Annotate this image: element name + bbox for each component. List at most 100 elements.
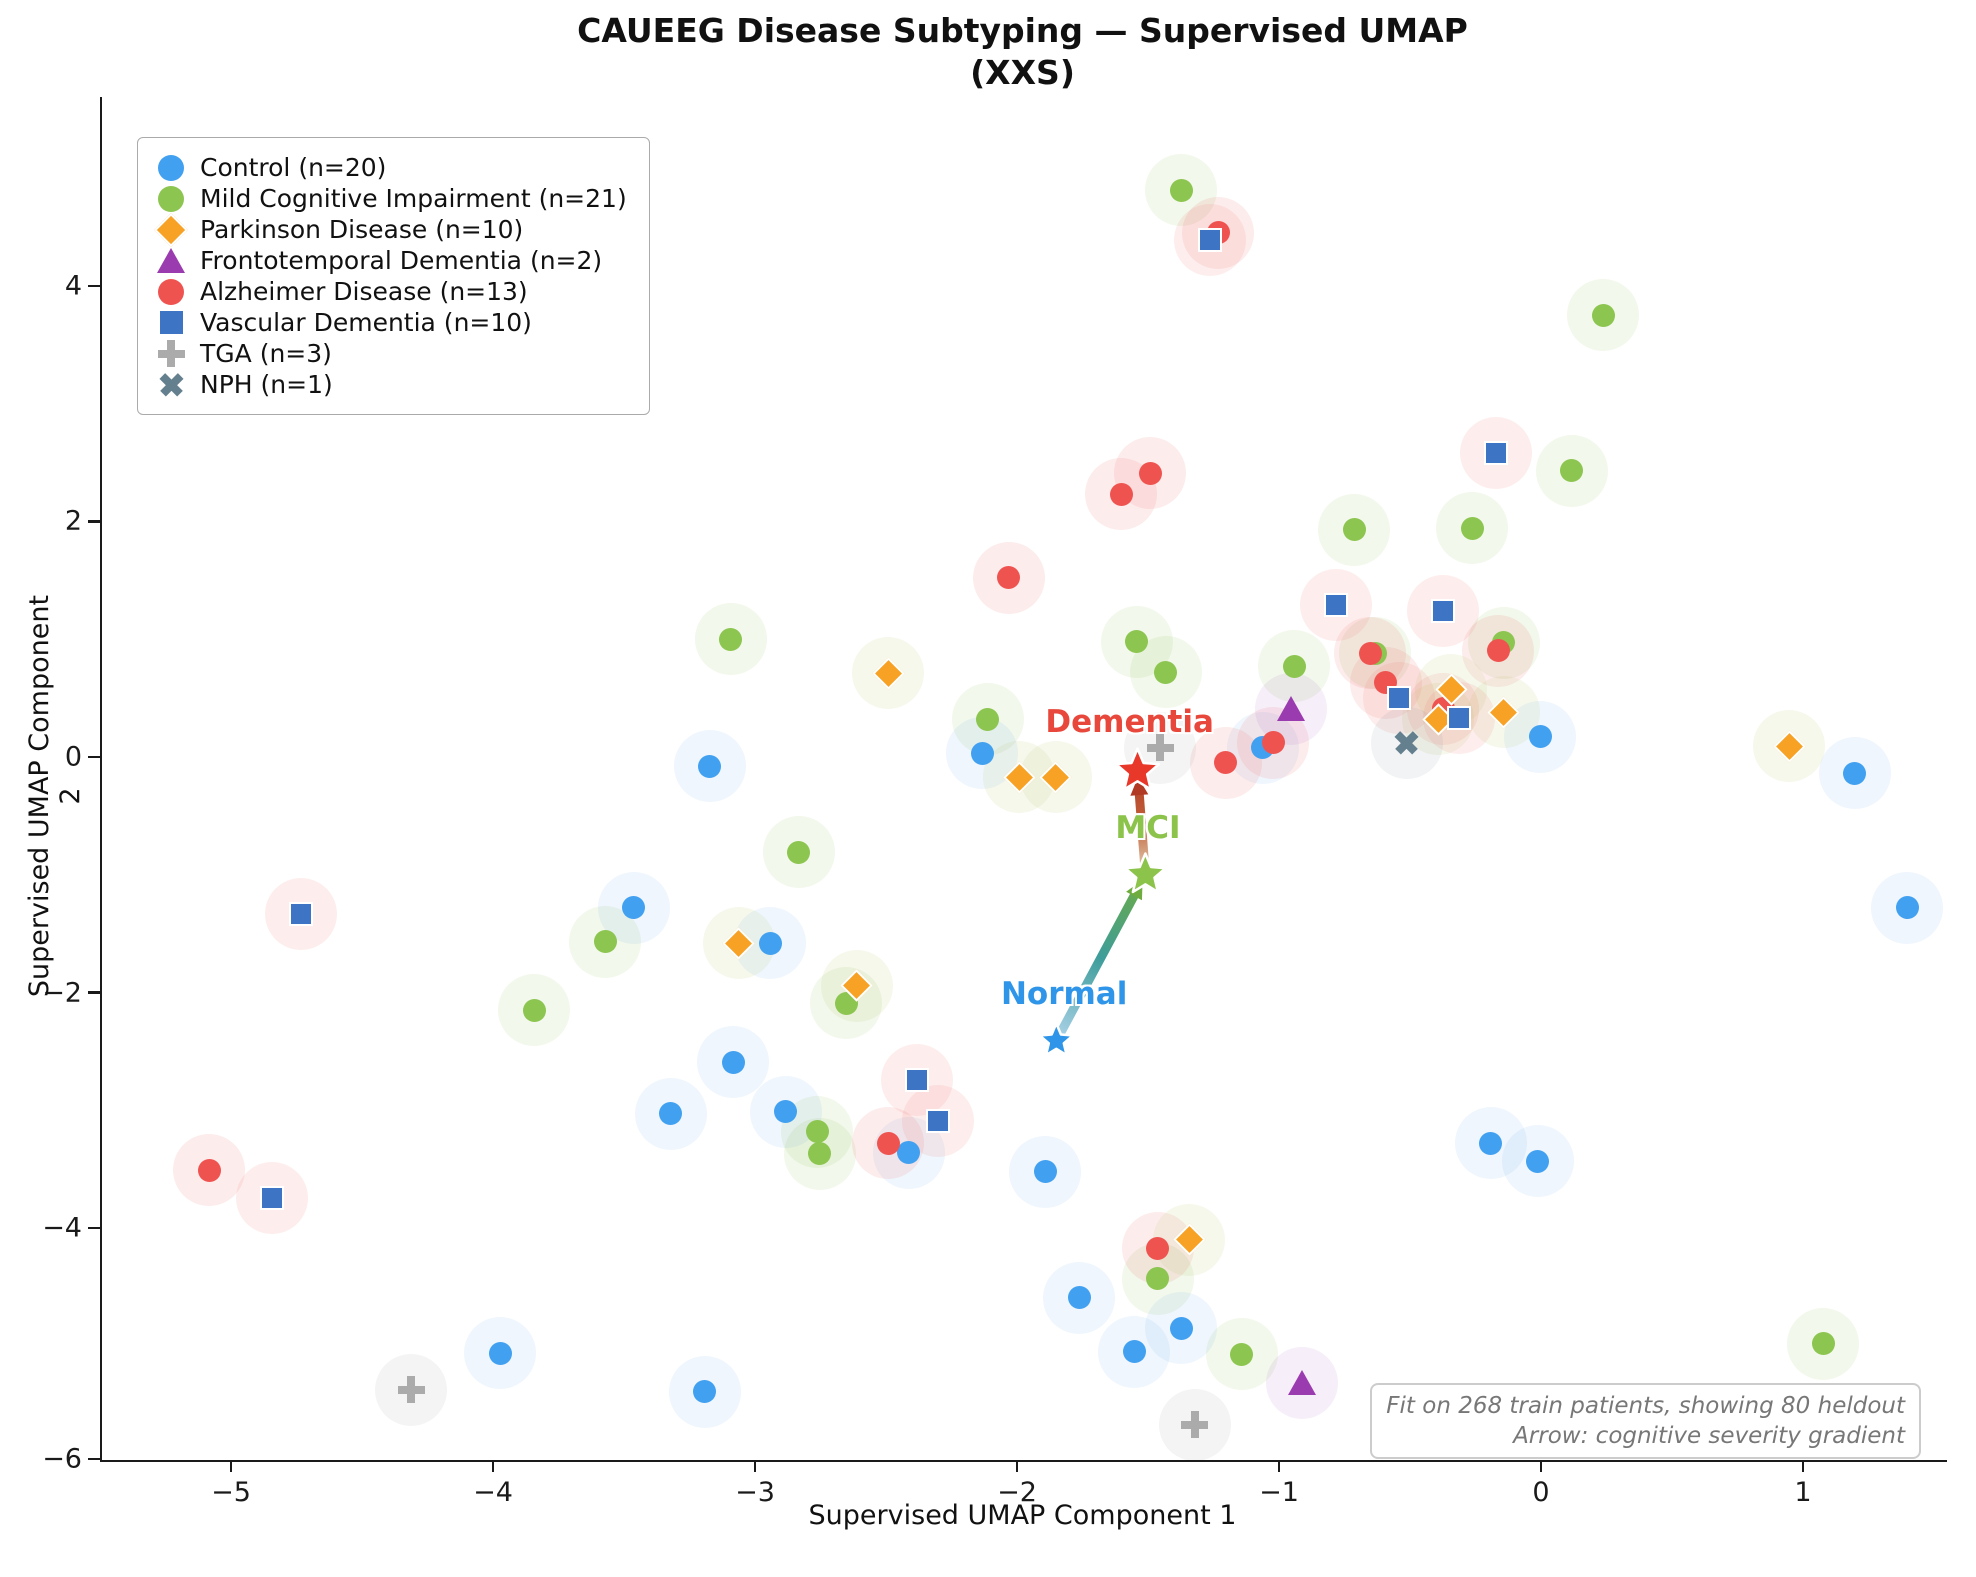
data-point-parkinson-disease	[722, 926, 755, 960]
y-tick-mark	[88, 1457, 100, 1461]
chart-title-line2: (XXS)	[970, 53, 1075, 92]
data-point-parkinson-disease	[1039, 760, 1072, 794]
data-point-alzheimer-disease	[197, 1158, 221, 1182]
y-tick-label: −6	[42, 1443, 82, 1475]
x-tick-mark	[753, 1460, 757, 1472]
annotation-label-mci: MCI	[1115, 809, 1181, 846]
y-tick-label: 0	[64, 741, 82, 773]
data-point-control	[758, 931, 782, 955]
data-point-control	[488, 1341, 512, 1365]
circle-icon	[154, 185, 188, 213]
data-point-control	[897, 1141, 921, 1165]
data-point-mild-cognitive-impairment	[1169, 178, 1193, 202]
data-point-parkinson-disease	[1002, 760, 1036, 794]
legend: Control (n=20) Mild Cognitive Impairment …	[137, 137, 650, 415]
data-point-vascular-dementia	[1324, 593, 1349, 618]
data-point-vascular-dementia	[289, 901, 314, 926]
y-tick-mark	[88, 1226, 100, 1230]
data-point-vascular-dementia	[904, 1067, 929, 1092]
triangle-icon	[154, 247, 188, 275]
data-point-mild-cognitive-impairment	[593, 930, 617, 954]
data-point-control	[1067, 1286, 1091, 1310]
data-point-mild-cognitive-impairment	[808, 1142, 832, 1166]
data-point-mild-cognitive-impairment	[1342, 518, 1366, 542]
data-point-vascular-dementia	[1198, 227, 1223, 252]
x-tick-mark	[1277, 1460, 1281, 1472]
data-point-control	[698, 754, 722, 778]
data-point-control	[1169, 1316, 1193, 1340]
x-tick-mark	[229, 1460, 233, 1472]
data-point-control	[774, 1100, 798, 1124]
data-point-mild-cognitive-impairment	[1230, 1342, 1254, 1366]
circle-icon	[154, 154, 188, 182]
data-point-control	[1526, 1149, 1550, 1173]
data-point-mild-cognitive-impairment	[1560, 459, 1584, 483]
data-point-control	[622, 896, 646, 920]
x-tick-mark	[1801, 1460, 1805, 1472]
data-point-control	[1528, 725, 1552, 749]
x-tick-label: 1	[1794, 1477, 1812, 1508]
data-point-vascular-dementia	[1447, 706, 1472, 731]
data-point-alzheimer-disease	[1486, 639, 1510, 663]
caption-line2: Arrow: cognitive severity gradient	[1513, 1423, 1905, 1449]
data-point-mild-cognitive-impairment	[1146, 1267, 1170, 1291]
data-point-alzheimer-disease	[1109, 482, 1133, 506]
x-tick-mark	[491, 1460, 495, 1472]
data-point-vascular-dementia	[1431, 598, 1456, 623]
data-point-parkinson-disease	[1773, 730, 1806, 763]
data-point-alzheimer-disease	[1214, 751, 1238, 775]
data-point-alzheimer-disease	[1358, 641, 1382, 665]
data-point-control	[1479, 1131, 1503, 1155]
data-point-mild-cognitive-impairment	[805, 1120, 829, 1144]
data-point-frontotemporal-dementia	[1277, 696, 1306, 722]
square-icon	[154, 309, 188, 337]
legend-label: Parkinson Disease (n=10)	[200, 215, 524, 244]
points-layer	[102, 97, 1947, 1460]
data-point-mild-cognitive-impairment	[1282, 654, 1306, 678]
legend-item-tga: TGA (n=3)	[154, 338, 627, 369]
data-point-parkinson-disease	[1173, 1223, 1206, 1257]
data-point-control	[1033, 1160, 1057, 1184]
data-point-control	[970, 741, 994, 765]
x-tick-mark	[1539, 1460, 1543, 1472]
data-point-mild-cognitive-impairment	[787, 840, 811, 864]
data-point-alzheimer-disease	[1146, 1236, 1170, 1260]
data-point-mild-cognitive-impairment	[1154, 660, 1178, 684]
plus-icon	[154, 340, 188, 368]
data-point-tga	[1181, 1411, 1209, 1439]
data-point-alzheimer-disease	[1138, 461, 1162, 485]
data-point-vascular-dementia	[1386, 686, 1411, 711]
annotation-label-normal: Normal	[1000, 975, 1128, 1012]
caption-box: Fit on 268 train patients, showing 80 he…	[1370, 1383, 1921, 1459]
data-point-mild-cognitive-impairment	[522, 998, 546, 1022]
y-tick-mark	[88, 991, 100, 994]
data-point-frontotemporal-dementia	[1287, 1370, 1316, 1396]
y-tick-label: −2	[42, 977, 82, 1009]
x-tick-label: 0	[1532, 1477, 1550, 1508]
plot-area	[100, 97, 1947, 1462]
legend-item-control: Control (n=20)	[154, 152, 627, 183]
chart-title-line1: CAUEEG Disease Subtyping — Supervised UM…	[577, 11, 1468, 50]
data-point-mild-cognitive-impairment	[976, 707, 1000, 731]
y-tick-label: 2	[64, 505, 82, 537]
data-point-control	[721, 1050, 745, 1074]
data-point-vascular-dementia	[1483, 441, 1508, 466]
legend-item-parkinson: Parkinson Disease (n=10)	[154, 212, 627, 247]
y-tick-mark	[88, 284, 100, 288]
legend-label: Frontotemporal Dementia (n=2)	[200, 246, 603, 275]
data-point-parkinson-disease	[1487, 695, 1520, 729]
circle-icon	[154, 278, 188, 306]
data-point-mild-cognitive-impairment	[1460, 516, 1484, 540]
data-point-tga	[397, 1376, 425, 1404]
data-point-tga	[1146, 734, 1174, 762]
data-point-alzheimer-disease	[997, 566, 1021, 590]
legend-item-nph: NPH (n=1)	[154, 369, 627, 400]
data-point-mild-cognitive-impairment	[1591, 303, 1615, 327]
legend-item-vascular: Vascular Dementia (n=10)	[154, 307, 627, 338]
data-point-nph	[1389, 725, 1424, 760]
data-point-control	[693, 1380, 717, 1404]
legend-label: Control (n=20)	[200, 153, 387, 182]
x-tick-label: −5	[211, 1477, 251, 1508]
legend-label: Mild Cognitive Impairment (n=21)	[200, 184, 627, 213]
